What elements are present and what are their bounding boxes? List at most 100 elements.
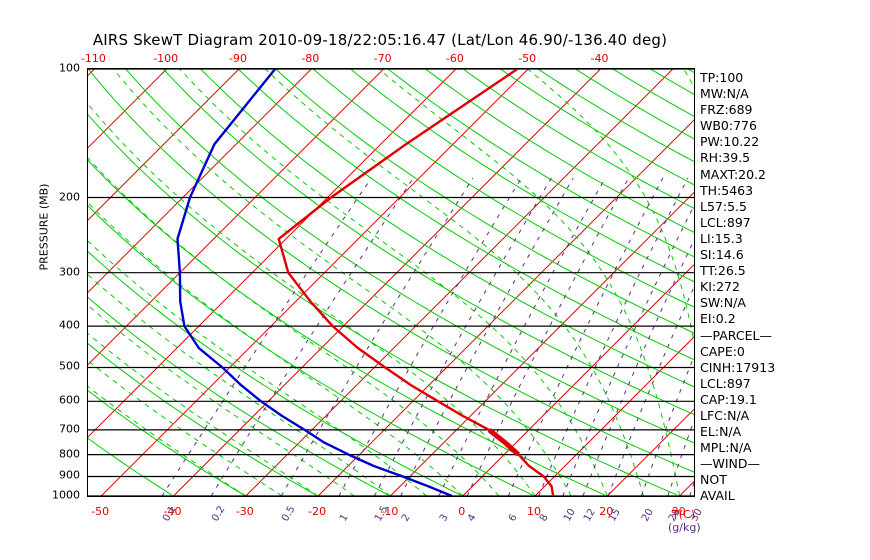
bottom-temp-tick: 30 xyxy=(671,505,686,518)
bottom-temp-tick: -50 xyxy=(91,505,110,518)
sounding-parameter-22: EL:N/A xyxy=(700,424,742,440)
pressure-tick: 1000 xyxy=(52,488,80,502)
pressure-tick: 100 xyxy=(59,61,80,75)
sounding-parameter-8: L57:5.5 xyxy=(700,198,747,214)
moist-adiabat-line xyxy=(88,157,500,496)
sounding-parameter-9: LCL:897 xyxy=(700,214,751,230)
top-temp-tick: -60 xyxy=(445,52,464,65)
mixing-ratio-tick: 1 xyxy=(337,512,351,524)
moist-adiabat-line xyxy=(88,333,319,496)
isotherm-line xyxy=(88,69,168,149)
dry-adiabat-line xyxy=(650,69,694,95)
mixing-ratio-line xyxy=(400,177,574,496)
mixing-ratio-tick: 8 xyxy=(537,512,551,524)
page-title: AIRS SkewT Diagram 2010-09-18/22:05:16.4… xyxy=(92,31,668,49)
sounding-parameter-5: RH:39.5 xyxy=(700,150,751,166)
bottom-temp-tick: 20 xyxy=(599,505,614,518)
top-temp-tick: -90 xyxy=(229,52,247,65)
moist-adiabat-line xyxy=(88,240,427,496)
moist-adiabat-line xyxy=(88,202,464,496)
moist-adiabat-line xyxy=(527,69,694,345)
sounding-parameter-6: MAXT:20.2 xyxy=(700,166,766,182)
moist-adiabat-line xyxy=(683,69,694,89)
dry-adiabat-line xyxy=(125,69,694,444)
isotherm-line xyxy=(462,263,694,496)
mixing-ratio-tick: 3 xyxy=(437,512,451,524)
pressure-tick: 700 xyxy=(59,422,80,436)
top-temp-tick: -50 xyxy=(518,52,537,65)
isotherm-line xyxy=(88,69,240,221)
dry-adiabat-line xyxy=(312,69,694,308)
mixing-ratio-line xyxy=(538,177,689,496)
sounding-parameter-13: KI:272 xyxy=(700,279,740,295)
dry-adiabat-line xyxy=(88,114,678,496)
bottom-temp-tick: -10 xyxy=(380,505,399,518)
pressure-tick: 500 xyxy=(59,359,80,373)
x-axis-unit-temperature: T(C) xyxy=(672,508,695,521)
top-temp-tick: -100 xyxy=(153,52,179,65)
moist-adiabat-line xyxy=(88,103,536,496)
moist-adiabat-line xyxy=(88,304,355,496)
sounding-parameter-11: SI:14.6 xyxy=(700,247,744,263)
pressure-tick: 800 xyxy=(59,447,80,461)
top-temp-tick: -110 xyxy=(80,52,106,65)
moist-adiabat-line xyxy=(88,274,391,496)
sounding-parameter-19: LCL:897 xyxy=(700,375,751,391)
ambient-temperature-curve xyxy=(277,69,555,496)
mixing-ratio-line xyxy=(161,177,372,496)
sounding-parameter-7: TH:5463 xyxy=(700,182,754,198)
mixing-ratio-line xyxy=(210,177,414,496)
top-temp-tick: -40 xyxy=(590,52,609,65)
sounding-parameter-0: TP:100 xyxy=(700,70,744,85)
isotherm-line xyxy=(100,69,529,496)
mixing-ratio-tick: 12 xyxy=(582,506,598,524)
isotherm-line xyxy=(390,191,694,496)
skewt-plot-area xyxy=(87,68,695,497)
dry-adiabat-line xyxy=(612,69,694,117)
dry-adiabat-line xyxy=(88,389,245,496)
pressure-tick: 900 xyxy=(59,468,80,482)
moist-adiabat-line xyxy=(378,69,681,496)
dry-adiabat-line xyxy=(88,437,172,496)
pressure-tick: 300 xyxy=(59,265,80,279)
mixing-ratio-tick: 0.2 xyxy=(210,504,228,524)
isotherm-line xyxy=(317,119,694,496)
moist-adiabat-line xyxy=(112,69,572,496)
sounding-parameter-21: LFC:N/A xyxy=(700,407,750,423)
sounding-parameter-10: LI:15.3 xyxy=(700,230,743,246)
sounding-parameter-23: MPL:N/A xyxy=(700,440,752,456)
isotherm-line xyxy=(88,69,312,294)
mixing-ratio-line xyxy=(280,177,474,496)
bottom-temp-tick: -40 xyxy=(163,505,182,518)
sounding-parameter-4: PW:10.22 xyxy=(700,134,760,150)
dry-adiabat-line xyxy=(462,69,694,209)
dry-adiabat-line xyxy=(575,69,694,140)
sounding-parameter-3: WB0:776 xyxy=(700,118,757,134)
dry-adiabat-line xyxy=(88,343,317,496)
mixing-ratio-line xyxy=(466,177,630,496)
dry-adiabat-line xyxy=(88,159,605,496)
pressure-tick: 200 xyxy=(59,190,80,204)
mixing-ratio-line xyxy=(438,177,606,496)
sounding-parameter-18: CINH:17913 xyxy=(700,359,776,375)
dry-adiabat-line xyxy=(537,69,694,163)
mixing-ratio-tick: 20 xyxy=(640,506,657,524)
dry-adiabat-line xyxy=(88,69,694,473)
dry-adiabat-line xyxy=(88,205,533,496)
sounding-parameter-16: —PARCEL— xyxy=(700,327,772,343)
moist-adiabat-line xyxy=(88,385,247,496)
isotherm-line xyxy=(606,408,694,496)
mixing-ratio-tick: 0.5 xyxy=(280,504,298,524)
mixing-ratio-tick: 6 xyxy=(507,512,521,524)
isotherm-line xyxy=(679,480,694,496)
mixing-ratio-line xyxy=(582,239,694,496)
moist-adiabat-line xyxy=(179,69,608,496)
dew-point-curve xyxy=(176,69,453,496)
sounding-parameter-25: NOT xyxy=(700,472,727,488)
dry-adiabat-line xyxy=(425,69,694,233)
sounding-parameter-1: MW:N/A xyxy=(700,86,749,102)
moist-adiabat-line xyxy=(88,360,283,496)
isotherm-line xyxy=(88,69,384,366)
top-temp-tick: -70 xyxy=(373,52,392,65)
